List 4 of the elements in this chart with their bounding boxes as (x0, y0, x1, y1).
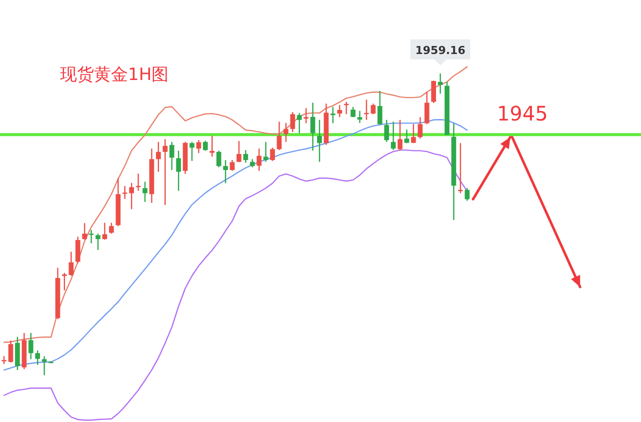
annotation: 1959.16 (415, 44, 466, 57)
annotation: 1945 (496, 102, 548, 126)
annotation: 1959.16 (410, 39, 470, 66)
chart-title: 现货黄金1H图 (60, 65, 169, 85)
